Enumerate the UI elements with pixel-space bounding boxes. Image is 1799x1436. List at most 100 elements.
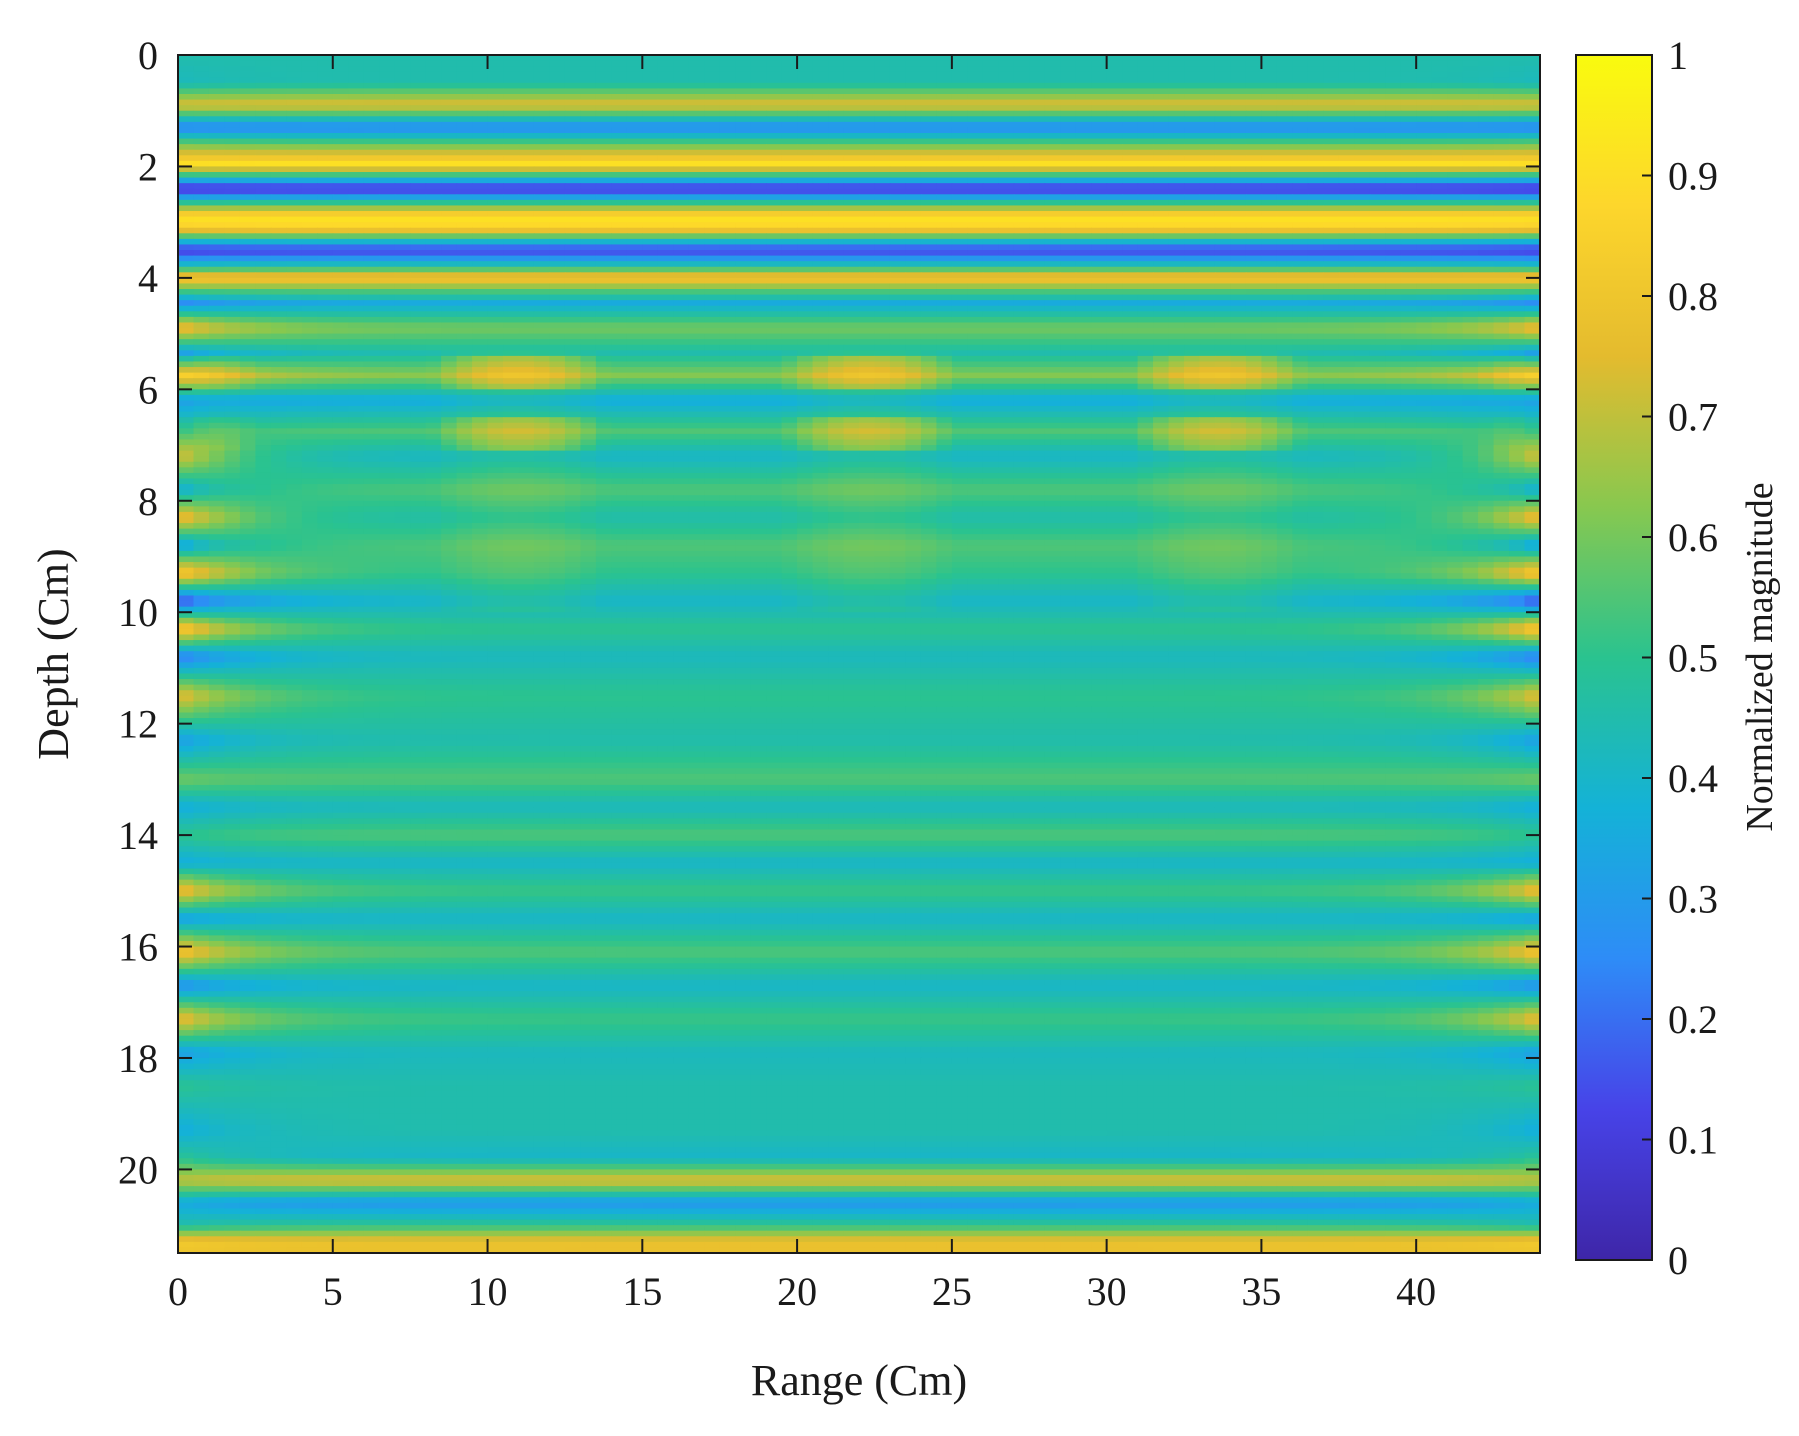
heatmap-cell <box>688 172 705 179</box>
heatmap-cell <box>379 71 396 78</box>
heatmap-cell <box>286 82 303 90</box>
heatmap-cell <box>1493 355 1510 363</box>
heatmap-cell <box>1044 316 1061 324</box>
heatmap-cell <box>1338 328 1355 335</box>
heatmap-cell <box>456 261 473 268</box>
heatmap-cell <box>456 305 473 312</box>
heatmap-cell <box>1431 294 1448 301</box>
heatmap-cell <box>425 55 442 62</box>
heatmap-cell <box>301 238 318 246</box>
heatmap-cell <box>456 116 473 123</box>
heatmap-cell <box>998 361 1015 368</box>
heatmap-cell <box>1153 350 1170 357</box>
heatmap-cell <box>982 172 999 179</box>
heatmap-cell <box>750 216 767 223</box>
heatmap-cell <box>239 160 256 168</box>
heatmap-cell <box>998 238 1015 246</box>
heatmap-cell <box>533 311 551 318</box>
heatmap-cell <box>301 149 318 156</box>
heatmap-cell <box>208 77 226 84</box>
heatmap-cell <box>1323 283 1340 290</box>
heatmap-cell <box>704 350 721 357</box>
heatmap-cell <box>1013 322 1030 329</box>
heatmap-cell <box>982 110 999 117</box>
heatmap-cell <box>704 222 721 229</box>
heatmap-cell <box>1431 344 1448 351</box>
heatmap-cell <box>1091 77 1108 84</box>
heatmap-cell <box>920 77 937 84</box>
heatmap-cell <box>178 77 195 84</box>
heatmap-cell <box>766 66 783 73</box>
heatmap-cell <box>797 55 814 62</box>
heatmap-cell <box>1029 138 1046 145</box>
heatmap-cell <box>642 77 659 84</box>
heatmap-cell <box>1276 311 1293 318</box>
heatmap-cell <box>456 322 473 329</box>
heatmap-cell <box>859 183 876 190</box>
heatmap-cell <box>224 238 241 246</box>
heatmap-cell <box>828 328 845 335</box>
heatmap-cell <box>533 138 551 145</box>
heatmap-cell <box>797 121 814 129</box>
heatmap-cell <box>239 367 256 374</box>
heatmap-cell <box>1230 127 1247 134</box>
heatmap-cell <box>317 216 334 223</box>
heatmap-cell <box>735 339 752 346</box>
heatmap-cell <box>1013 138 1030 145</box>
heatmap-cell <box>564 71 582 78</box>
heatmap-cell <box>797 194 814 201</box>
heatmap-cell <box>533 199 551 207</box>
heatmap-cell <box>657 244 674 251</box>
heatmap-cell <box>332 166 349 173</box>
heatmap-cell <box>626 333 643 340</box>
heatmap-cell <box>750 238 767 246</box>
heatmap-cell <box>889 250 907 257</box>
heatmap-cell <box>1416 283 1433 290</box>
heatmap-cell <box>317 133 334 140</box>
heatmap-cell <box>425 328 442 335</box>
heatmap-cell <box>1214 333 1232 340</box>
heatmap-cell <box>533 149 551 156</box>
heatmap-cell <box>812 344 829 351</box>
heatmap-cell <box>642 110 659 117</box>
heatmap-cell <box>564 99 582 106</box>
heatmap-cell <box>379 155 396 162</box>
heatmap-cell <box>889 177 907 184</box>
heatmap-cell <box>472 244 489 251</box>
heatmap-cell <box>1478 88 1495 95</box>
heatmap-cell <box>642 311 659 318</box>
heatmap-cell <box>348 255 365 262</box>
heatmap-cell <box>1447 311 1464 318</box>
heatmap-cell <box>611 160 628 168</box>
heatmap-cell <box>1137 121 1154 129</box>
heatmap-cell <box>1400 55 1417 62</box>
heatmap-cell <box>317 289 334 296</box>
heatmap-cell <box>1431 272 1448 279</box>
heatmap-cell <box>1338 266 1355 273</box>
heatmap-cell <box>239 250 256 257</box>
heatmap-cell <box>1276 133 1293 140</box>
heatmap-cell <box>797 216 814 223</box>
heatmap-cell <box>1462 138 1479 145</box>
heatmap-cell <box>936 216 953 223</box>
heatmap-cell <box>936 99 953 106</box>
heatmap-cell <box>270 277 287 285</box>
heatmap-cell <box>1075 255 1092 262</box>
heatmap-cell <box>1447 328 1464 335</box>
heatmap-cell <box>533 121 551 129</box>
heatmap-cell <box>905 183 922 190</box>
heatmap-cell <box>1385 166 1402 173</box>
heatmap-cell <box>1338 66 1355 73</box>
heatmap-cell <box>828 255 845 262</box>
heatmap-cell <box>224 227 241 234</box>
heatmap-cell <box>348 277 365 285</box>
heatmap-cell <box>766 211 783 218</box>
heatmap-cell <box>425 300 442 307</box>
heatmap-cell <box>394 350 411 357</box>
heatmap-cell <box>503 94 520 101</box>
heatmap-cell <box>379 344 396 351</box>
heatmap-cell <box>1416 272 1433 279</box>
heatmap-cell <box>766 121 783 129</box>
heatmap-cell <box>951 144 968 151</box>
heatmap-cell <box>905 133 922 140</box>
